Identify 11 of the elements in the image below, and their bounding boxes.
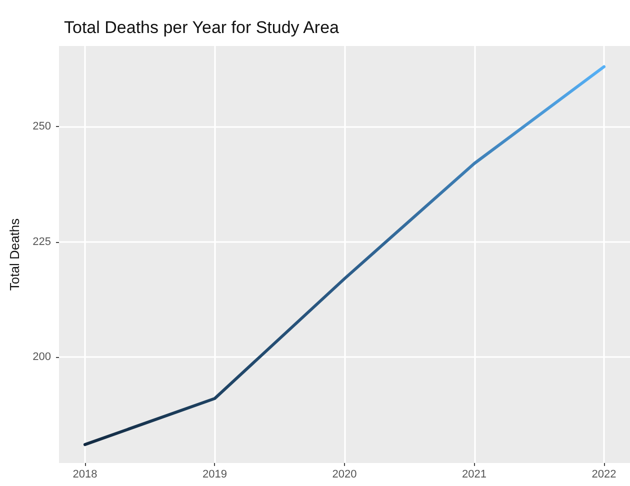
y-tick-label: 250 [32, 120, 51, 133]
y-tick-label: 200 [32, 351, 51, 364]
x-tick-label: 2022 [592, 468, 616, 480]
line-series [83, 65, 606, 446]
y-axis-title: Total Deaths [7, 218, 22, 291]
chart-title: Total Deaths per Year for Study Area [64, 18, 340, 37]
x-tick-label: 2021 [462, 468, 487, 480]
x-tick-label: 2019 [202, 468, 227, 480]
x-tick-label: 2018 [72, 468, 98, 480]
x-tick-label: 2020 [332, 468, 357, 480]
y-tick-label: 225 [32, 236, 51, 248]
